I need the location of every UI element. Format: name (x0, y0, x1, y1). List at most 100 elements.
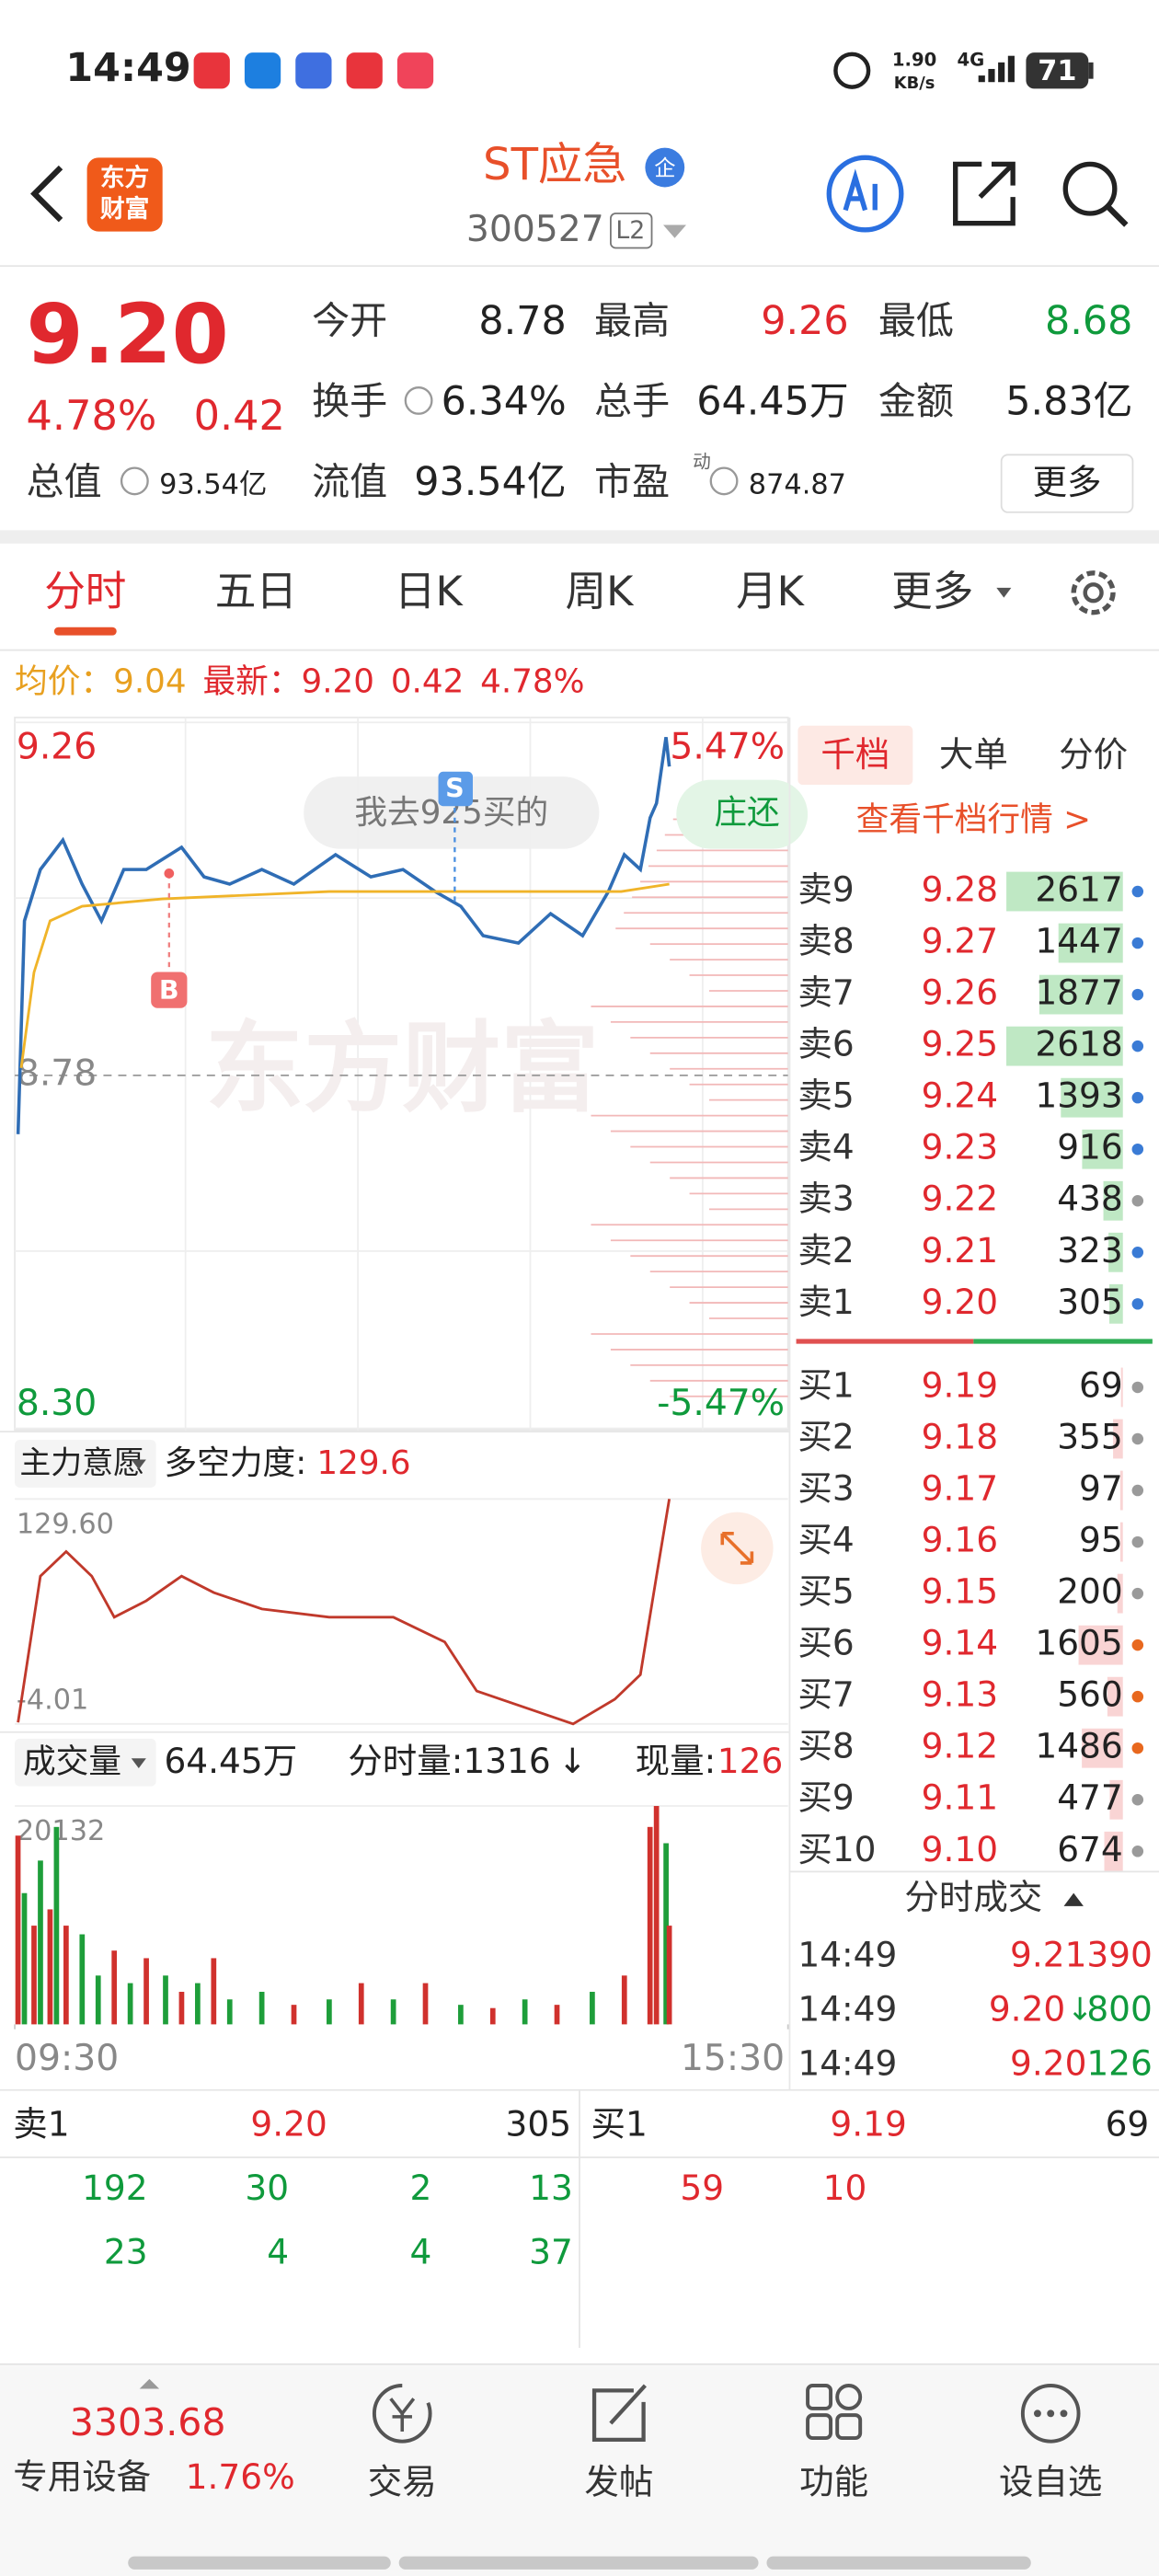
indicator-name[interactable]: 成交量 (23, 1743, 121, 1781)
watermark: 东方财富 (205, 1012, 599, 1126)
volume-bar (195, 1983, 201, 2025)
volume-bar (21, 1892, 28, 2025)
volume-bar (522, 1999, 528, 2025)
legend-item: 9.04 (113, 662, 186, 700)
book-level: 买9 (798, 1777, 854, 1818)
book-tab[interactable]: 千档 (820, 734, 889, 775)
home-indicator (128, 2556, 391, 2570)
y-tick-label: -4.01 (17, 1684, 88, 1716)
nav-label[interactable]: 发帖 (584, 2462, 653, 2502)
book-link[interactable]: 查看千档行情 > (856, 800, 1091, 838)
depth-bar (1104, 1831, 1123, 1871)
queue-qty: 23 (104, 2232, 148, 2272)
trade-volume: 800 (1086, 1989, 1153, 2030)
indicator-select[interactable] (15, 1440, 156, 1488)
series-line (16, 737, 671, 1134)
nav-icon (1047, 2409, 1055, 2418)
trade-time: 14:49 (798, 1935, 897, 1975)
collapse-icon (1063, 1892, 1084, 1906)
book-qty: 2617 (1035, 869, 1122, 910)
tab[interactable]: 更多 (891, 568, 973, 615)
book-dot (1131, 988, 1144, 1001)
book-qty: 1447 (1035, 921, 1122, 961)
tab[interactable]: 月K (736, 568, 806, 615)
tab[interactable]: 分时 (44, 568, 126, 615)
queue-qty: 59 (680, 2168, 724, 2208)
nav-icon (806, 2413, 833, 2441)
volume-bar (390, 1999, 396, 2025)
more-label[interactable]: 更多 (1033, 462, 1102, 502)
book-price: 9.21 (922, 1230, 998, 1271)
queue-qty: 4 (410, 2232, 432, 2272)
legend-item: 4.78% (480, 662, 584, 700)
book-qty: 1877 (1035, 972, 1122, 1013)
search-button[interactable] (1062, 161, 1118, 216)
change: 0.42 (194, 392, 285, 440)
field-label: 今开 (312, 299, 387, 343)
book-level: 买10 (798, 1829, 876, 1869)
buy-marker (151, 972, 188, 1008)
book-tab[interactable]: 大单 (939, 734, 1008, 775)
volume-bar (327, 1999, 332, 2025)
field-value: 874.87 (749, 469, 846, 501)
home-indicator (398, 2556, 759, 2570)
queue-qty: 10 (823, 2168, 867, 2208)
depth-bar (1119, 1470, 1123, 1511)
share-button[interactable] (953, 161, 1016, 226)
book-dot (1131, 1587, 1144, 1600)
tab[interactable]: 周K (565, 568, 635, 615)
settings-button[interactable] (1071, 570, 1116, 615)
book-qty: 560 (1057, 1674, 1123, 1715)
sell-marker (438, 771, 473, 807)
book-price: 9.11 (922, 1777, 998, 1818)
nav-label[interactable]: 交易 (368, 2462, 437, 2502)
series-line (19, 882, 670, 1069)
trade-time: 14:49 (798, 1989, 897, 2030)
indicator-label: 多空力度: (164, 1444, 306, 1482)
depth-bar (1107, 1676, 1123, 1717)
back-button[interactable] (30, 165, 63, 223)
info-icon (120, 466, 149, 496)
volume-bar (95, 1975, 101, 2025)
battery-level: 71 (1038, 55, 1076, 87)
book-price: 9.19 (922, 1364, 998, 1405)
nav-label[interactable]: 设自选 (999, 2462, 1102, 2502)
depth-bar (1108, 1232, 1123, 1272)
trade-price: 9.20 (1010, 2042, 1086, 2083)
depth-bar (1119, 1522, 1123, 1562)
book-level: 买4 (798, 1520, 854, 1560)
book-dot (1131, 1690, 1144, 1703)
book-level: 卖5 (798, 1075, 854, 1116)
ai-button[interactable] (826, 155, 904, 233)
book-qty: 916 (1057, 1127, 1123, 1167)
indicator-name[interactable]: 主力意愿 (19, 1444, 144, 1480)
nav-label[interactable]: 功能 (799, 2462, 868, 2502)
book-price: 9.24 (922, 1075, 998, 1116)
tab[interactable]: 日K (395, 568, 465, 615)
buy-marker-label: B (159, 974, 179, 1006)
book-dot (1131, 1040, 1144, 1052)
indicator-select[interactable] (15, 1738, 156, 1787)
y2-tick-label: 5.47% (670, 726, 785, 767)
book-qty: 69 (1079, 1364, 1123, 1405)
book-level: 卖3 (798, 1179, 854, 1219)
comment-bubble (676, 779, 809, 849)
more-button[interactable] (1000, 454, 1134, 513)
volume-bar (663, 1843, 669, 2025)
book-price: 9.28 (922, 869, 998, 910)
volume-bar (458, 2005, 464, 2025)
signal-bar (988, 68, 995, 83)
y-tick-label: 129.60 (17, 1508, 114, 1540)
book-dot (1131, 1794, 1144, 1806)
net-speed: 1.90 (892, 50, 936, 71)
dropdown-icon (663, 224, 687, 238)
tab[interactable]: 五日 (215, 568, 297, 615)
nav-icon (1020, 2384, 1081, 2444)
depth-bar (1108, 1283, 1123, 1324)
book-price: 9.25 (922, 1024, 998, 1064)
depth-bar (1006, 1026, 1123, 1066)
indicator-value: 129.6 (316, 1444, 410, 1482)
book-tab[interactable]: 分价 (1059, 734, 1128, 775)
book-dot (1131, 1143, 1144, 1156)
